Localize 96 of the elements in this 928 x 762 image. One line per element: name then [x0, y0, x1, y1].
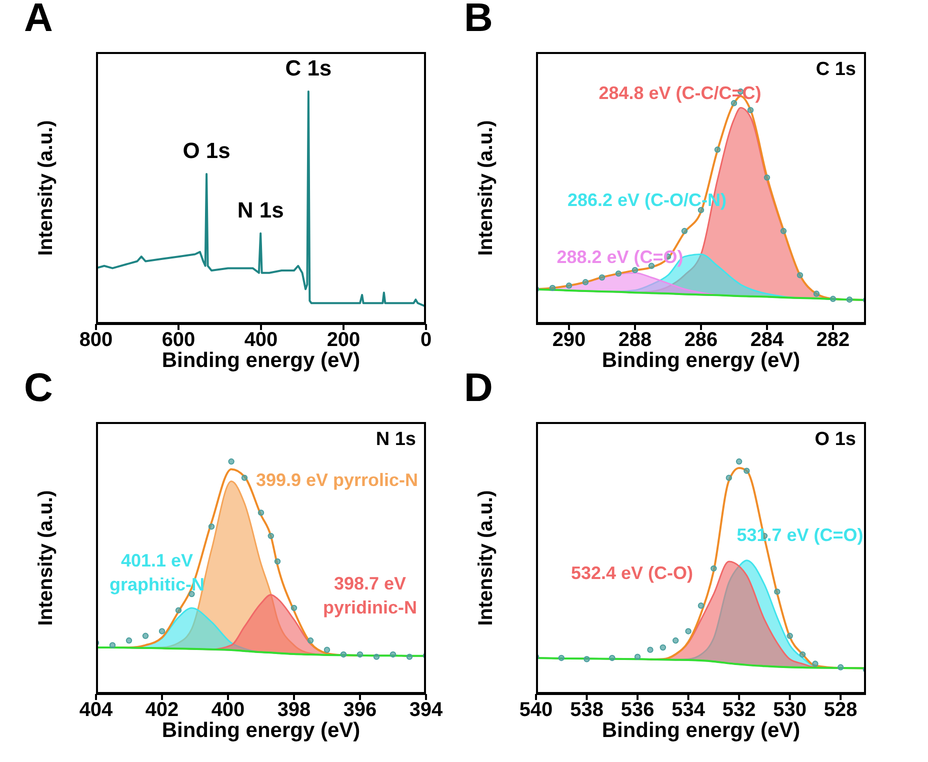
point: [584, 656, 590, 662]
point: [647, 646, 654, 653]
point: [830, 296, 836, 302]
point: [549, 284, 556, 292]
point: [672, 637, 679, 644]
y-axis-title: Intensity (a.u.): [35, 490, 57, 626]
point: [158, 628, 166, 634]
point: [598, 274, 606, 281]
x-tick-label: 402: [145, 699, 179, 722]
chart-subtitle: N 1s: [376, 429, 416, 450]
y-axis-title: Intensity (a.u.): [475, 120, 497, 256]
x-axis-title: Binding energy (eV): [600, 719, 802, 742]
point: [780, 228, 787, 234]
point: [241, 474, 248, 481]
point: [126, 637, 132, 644]
x-tick-label: 0: [420, 329, 432, 352]
x-tick-label: 284: [750, 329, 785, 352]
x-tick-label: 398: [277, 699, 311, 722]
point: [744, 468, 750, 474]
point: [406, 654, 413, 660]
point: [324, 646, 330, 653]
point: [796, 272, 804, 278]
x-tick-label: 538: [570, 699, 604, 722]
series-label: 532.4 eV (C-O): [570, 562, 694, 585]
chart-title: C: [24, 366, 53, 410]
x-tick-label: 600: [162, 329, 196, 352]
point: [714, 146, 721, 153]
annotation: O 1s: [182, 138, 230, 164]
point: [340, 651, 347, 658]
chart-title: B: [464, 0, 493, 40]
point: [846, 296, 853, 303]
x-axis-title: Binding energy (eV): [160, 349, 362, 372]
point: [390, 651, 396, 658]
x-tick-label: 200: [326, 329, 360, 352]
point: [307, 637, 314, 644]
point: [268, 532, 274, 540]
chart-subtitle: C 1s: [816, 59, 856, 80]
x-tick-label: 530: [773, 699, 807, 722]
point: [175, 607, 182, 614]
point: [726, 474, 732, 481]
point: [764, 174, 770, 181]
point: [142, 632, 149, 639]
point: [208, 524, 215, 530]
point: [373, 654, 380, 660]
x-tick-label: 400: [244, 329, 278, 352]
point: [747, 107, 754, 114]
y-axis-title: Intensity (a.u.): [35, 120, 57, 256]
x-axis-title: Binding energy (eV): [600, 349, 802, 372]
annotation: N 1s: [237, 197, 284, 222]
point: [356, 651, 364, 658]
point: [582, 279, 589, 286]
point: [698, 602, 704, 609]
series-label: 399.9 eV pyrrolic-N: [256, 468, 418, 492]
annotation: C 1s: [285, 56, 332, 81]
chart-title: D: [464, 366, 493, 410]
point: [290, 604, 298, 612]
chart-subtitle: O 1s: [814, 429, 856, 450]
point: [109, 642, 116, 648]
x-tick-label: 288: [618, 329, 652, 352]
x-tick-label: 404: [79, 699, 114, 722]
x-tick-label: 290: [552, 329, 586, 352]
x-tick-label: 534: [672, 699, 706, 722]
x-tick-label: 536: [620, 699, 654, 722]
point: [685, 628, 692, 634]
y-axis-title: Intensity (a.u.): [475, 490, 497, 626]
x-tick-label: 282: [816, 329, 850, 352]
x-tick-label: 540: [519, 699, 553, 722]
point: [615, 270, 622, 277]
point: [632, 266, 638, 274]
point: [228, 458, 234, 465]
x-tick-label: 286: [684, 329, 718, 352]
point: [558, 654, 564, 662]
point: [774, 588, 780, 595]
point: [566, 282, 572, 289]
point: [812, 660, 818, 667]
x-axis-title: Binding energy (eV): [160, 719, 362, 742]
point: [660, 644, 666, 651]
x-tick-label: 800: [79, 329, 113, 352]
point: [681, 228, 688, 234]
point: [274, 558, 281, 565]
point: [813, 290, 820, 297]
point: [799, 651, 806, 658]
x-tick-label: 528: [824, 699, 858, 722]
x-tick-label: 394: [409, 699, 444, 722]
chart-title: A: [24, 0, 53, 40]
x-tick-label: 396: [343, 699, 377, 722]
point: [634, 654, 641, 660]
series-label: 398.7 eV pyridinic-N: [322, 572, 418, 620]
point: [710, 565, 717, 572]
x-tick-label: 400: [211, 699, 245, 722]
point: [609, 654, 616, 662]
point: [258, 510, 264, 516]
point: [838, 664, 844, 670]
point: [786, 632, 793, 639]
point: [736, 458, 742, 465]
x-tick-label: 532: [722, 699, 756, 722]
